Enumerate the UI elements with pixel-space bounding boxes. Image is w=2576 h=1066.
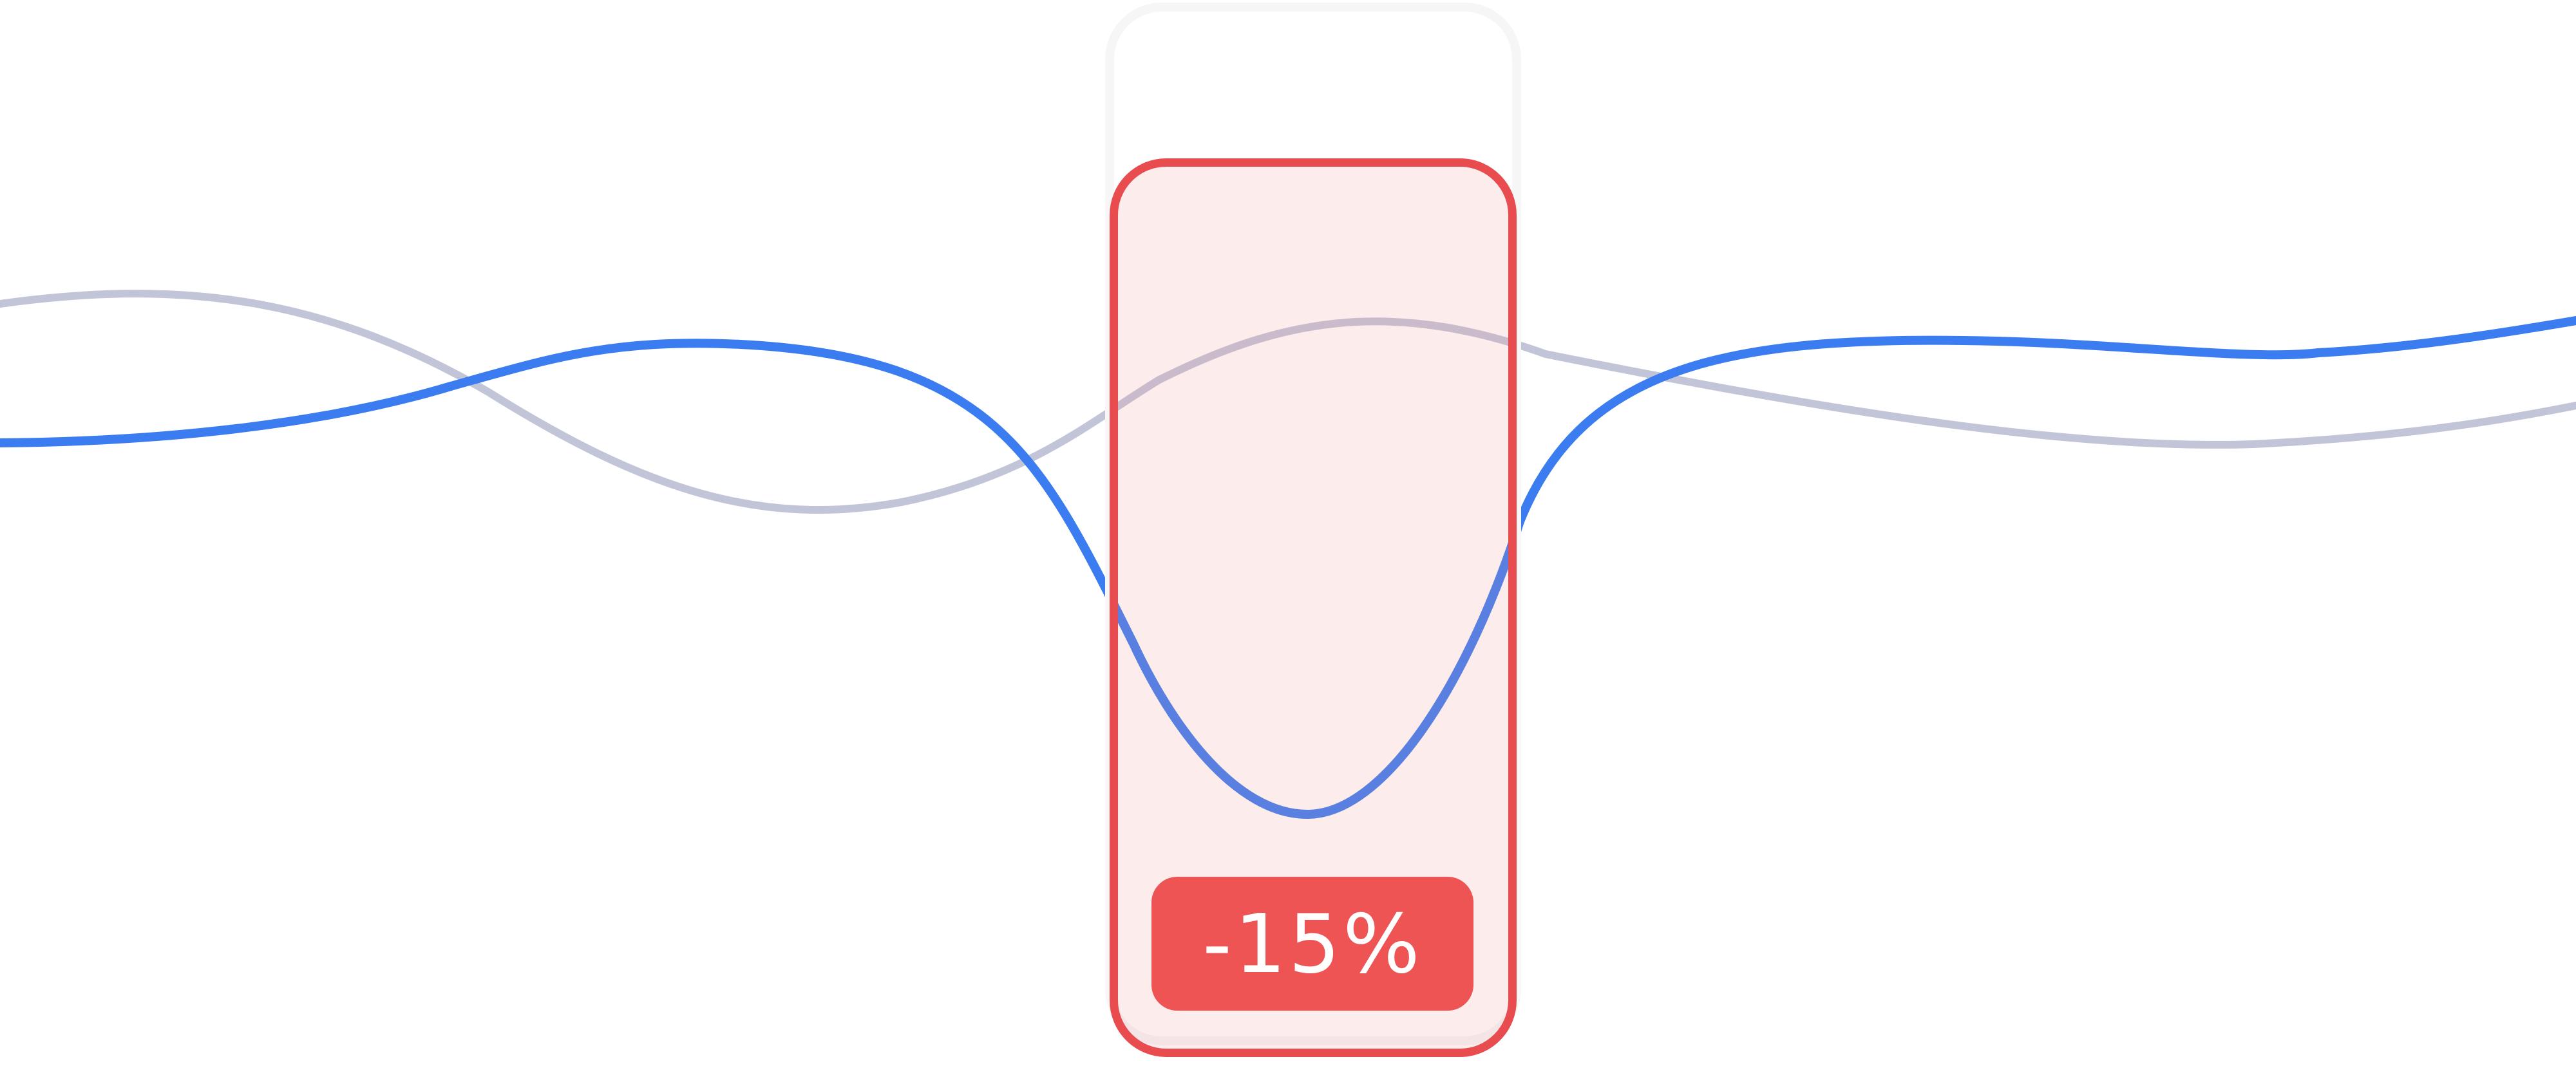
- primary-curve: [0, 316, 2576, 819]
- change-badge: -15%: [1151, 877, 1473, 1011]
- change-badge-text: -15%: [1202, 896, 1423, 991]
